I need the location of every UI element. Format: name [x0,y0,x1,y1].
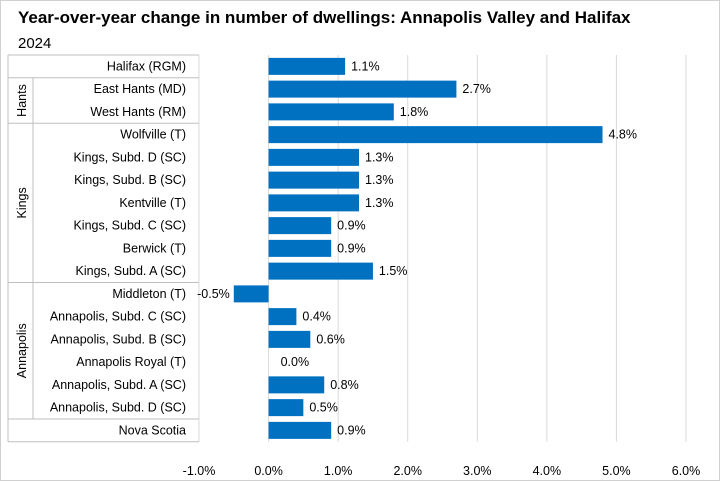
category-label: Middleton (T) [112,287,186,301]
category-label: Kentville (T) [119,196,186,210]
bar [268,262,373,280]
bar [268,126,603,144]
data-label: 1.8% [400,105,429,119]
category-label: Berwick (T) [123,241,186,255]
chart-subtitle: 2024 [18,35,52,52]
bar [268,330,311,348]
data-label: 1.3% [365,173,394,187]
bar [268,80,457,98]
category-label: Kings, Subd. A (SC) [76,264,186,278]
category-label: Annapolis, Subd. D (SC) [50,401,186,415]
bar [268,103,394,121]
data-label: 0.5% [309,401,338,415]
bar [268,376,325,394]
chart-title: Year-over-year change in number of dwell… [18,8,631,27]
bar [268,217,332,235]
bar [268,57,346,75]
data-label: 0.9% [337,219,366,233]
bar [268,239,332,257]
x-tick-label: 5.0% [602,464,631,478]
data-label: 0.9% [337,423,366,437]
data-label: 1.1% [351,59,380,73]
category-label: Annapolis Royal (T) [76,355,186,369]
x-tick-label: 6.0% [672,464,701,478]
data-label: 0.6% [316,332,345,346]
data-label: 1.3% [365,150,394,164]
category-label: West Hants (RM) [90,105,186,119]
category-label: Annapolis, Subd. B (SC) [51,332,187,346]
bar [268,194,360,212]
bar [268,399,304,417]
group-label: Annapolis [15,323,29,378]
category-label: Wolfville (T) [120,128,186,142]
data-label: 0.8% [330,378,359,392]
category-label: East Hants (MD) [94,82,186,96]
bar [233,285,269,303]
x-tick-label: 3.0% [463,464,492,478]
category-label: Nova Scotia [119,423,186,437]
group-label: Hants [15,84,29,117]
data-label: 0.4% [302,310,331,324]
category-label: Kings, Subd. B (SC) [74,173,186,187]
x-tick-label: 0.0% [254,464,283,478]
x-tick-label: -1.0% [183,464,216,478]
category-label: Halifax (RGM) [107,59,186,73]
data-label: 4.8% [609,128,638,142]
category-label: Annapolis, Subd. A (SC) [52,378,186,392]
category-label: Kings, Subd. C (SC) [73,219,186,233]
data-label: 0.9% [337,241,366,255]
data-label: 2.7% [462,82,491,96]
x-tick-label: 4.0% [533,464,562,478]
bar [268,171,360,189]
x-tick-label: 1.0% [324,464,353,478]
bar [268,148,360,166]
x-tick-label: 2.0% [393,464,422,478]
data-label: 0.0% [281,355,310,369]
group-label: Kings [15,187,29,218]
category-label: Kings, Subd. D (SC) [73,150,186,164]
data-label: 1.3% [365,196,394,210]
bar [268,421,332,439]
category-label: Annapolis, Subd. C (SC) [50,310,186,324]
data-label: 1.5% [379,264,408,278]
data-label: -0.5% [197,287,230,301]
bar [268,308,297,326]
